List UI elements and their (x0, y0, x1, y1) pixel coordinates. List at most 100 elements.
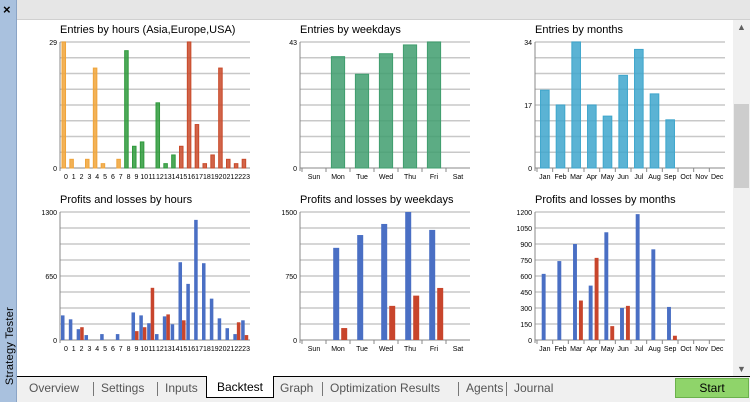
x-tick-label: Thu (404, 346, 416, 353)
chart-title: Entries by months (535, 24, 624, 36)
x-tick-label: 21 (227, 346, 235, 353)
tab-agents[interactable]: Agents (466, 381, 504, 395)
profit-bar (541, 273, 546, 340)
profit-bar (186, 283, 190, 340)
x-tick-label: 4 (95, 174, 99, 181)
y-tick-label: 650 (45, 274, 57, 281)
bar (634, 48, 644, 169)
chart-svg: 0 43 Sun Mon Tue Wed Thu Fri Sat (289, 40, 470, 181)
profit-bar (357, 235, 364, 340)
x-tick-label: 9 (134, 346, 138, 353)
x-tick-label: Sun (308, 346, 321, 353)
chart-title: Profits and losses by hours (60, 194, 193, 206)
tab-journal[interactable]: Journal (514, 381, 554, 395)
x-tick-label: 18 (203, 346, 211, 353)
bar (85, 158, 90, 169)
x-tick-label: 22 (234, 346, 242, 353)
x-tick-label: 6 (111, 174, 115, 181)
x-tick-label: Oct (680, 346, 691, 353)
x-tick-label: 5 (103, 174, 107, 181)
loss-bar (389, 305, 396, 340)
x-tick-label: Sep (664, 346, 677, 353)
tab-graph[interactable]: Graph (280, 381, 314, 395)
x-tick-label: May (601, 346, 615, 353)
x-tick-label: 3 (87, 346, 91, 353)
x-tick-label: 21 (227, 174, 235, 181)
y-tick-label: 1300 (42, 210, 57, 217)
tab-inputs[interactable]: Inputs (165, 381, 198, 395)
x-tick-label: Thu (404, 174, 416, 181)
y-tick-label: 750 (285, 274, 297, 281)
chart-title: Entries by hours (Asia,Europe,USA) (60, 24, 236, 36)
scroll-up-icon[interactable]: ▲ (737, 22, 746, 32)
profit-bar (333, 247, 340, 340)
x-tick-label: 16 (187, 174, 195, 181)
x-tick-label: 12 (156, 174, 164, 181)
profit-bar (100, 334, 104, 340)
x-tick-label: 18 (203, 174, 211, 181)
y-tick-label: 0 (528, 338, 532, 345)
profit-bar (194, 219, 198, 340)
x-tick-label: Aug (648, 346, 661, 353)
y-tick-label: 29 (49, 40, 57, 47)
profit-bar (588, 285, 593, 340)
profit-bar (115, 334, 120, 340)
bar (354, 73, 370, 169)
x-tick-label: Mon (331, 174, 345, 181)
x-tick-label: Jun (618, 346, 629, 353)
x-tick-label: 14 (172, 174, 180, 181)
loss-bar (672, 335, 677, 340)
bar (202, 163, 208, 169)
vertical-scrollbar[interactable]: ▲ ▼ (733, 20, 750, 376)
x-tick-label: Jul (634, 346, 643, 353)
x-tick-label: 0 (64, 346, 68, 353)
x-tick-label: Jul (634, 174, 643, 181)
tab-optimization-results[interactable]: Optimization Results (330, 381, 441, 395)
profit-bar (557, 261, 562, 340)
start-button[interactable]: Start (675, 378, 749, 398)
x-tick-label: Wed (379, 346, 393, 353)
x-tick-label: 13 (164, 174, 172, 181)
loss-bar (80, 327, 84, 340)
profit-bar (178, 262, 183, 340)
close-icon[interactable]: × (3, 2, 11, 17)
bar (218, 67, 223, 169)
x-tick-label: 16 (187, 346, 195, 353)
y-tick-label: 750 (520, 258, 532, 265)
profit-bar (162, 316, 167, 340)
bar (618, 74, 628, 169)
chart-pl-months: Profits and losses by months 0 150 300 450 60… (516, 192, 727, 364)
x-tick-label: Nov (695, 174, 708, 181)
x-tick-label: 17 (195, 346, 203, 353)
loss-bar (166, 314, 170, 340)
chart-entries-months: Entries by months 0 17 34 Jan Feb Mar Apr May Jun… (517, 22, 727, 192)
tab-backtest[interactable]: Backtest (206, 376, 275, 398)
bar (186, 41, 192, 169)
profit-bar (667, 306, 671, 340)
chart-svg: 0 750 1500 Sun Mon Tue Wed Thu Fri Sat (281, 210, 470, 353)
tab-bar: Overview Settings Inputs Backtest Graph Optim… (17, 376, 750, 402)
scrollbar-thumb[interactable] (734, 104, 749, 188)
loss-bar (578, 300, 583, 340)
tab-settings[interactable]: Settings (101, 381, 145, 395)
bar (210, 154, 215, 169)
x-tick-label: 19 (211, 174, 219, 181)
bar (116, 158, 121, 169)
y-tick-label: 1200 (517, 210, 532, 217)
y-tick-label: 34 (524, 40, 532, 47)
profit-bar (76, 329, 81, 340)
x-tick-label: Dec (711, 174, 724, 181)
x-tick-label: 11 (148, 174, 155, 181)
profit-bar (651, 249, 656, 340)
profit-bar (635, 214, 640, 340)
y-tick-label: 600 (520, 274, 532, 281)
scroll-down-icon[interactable]: ▼ (737, 364, 746, 374)
bar (540, 89, 550, 169)
profit-bar (170, 324, 175, 340)
x-tick-label: Mon (331, 346, 345, 353)
tab-separator (157, 382, 158, 396)
loss-bar (150, 287, 155, 340)
tab-overview[interactable]: Overview (29, 381, 80, 395)
x-tick-label: Apr (586, 174, 598, 181)
